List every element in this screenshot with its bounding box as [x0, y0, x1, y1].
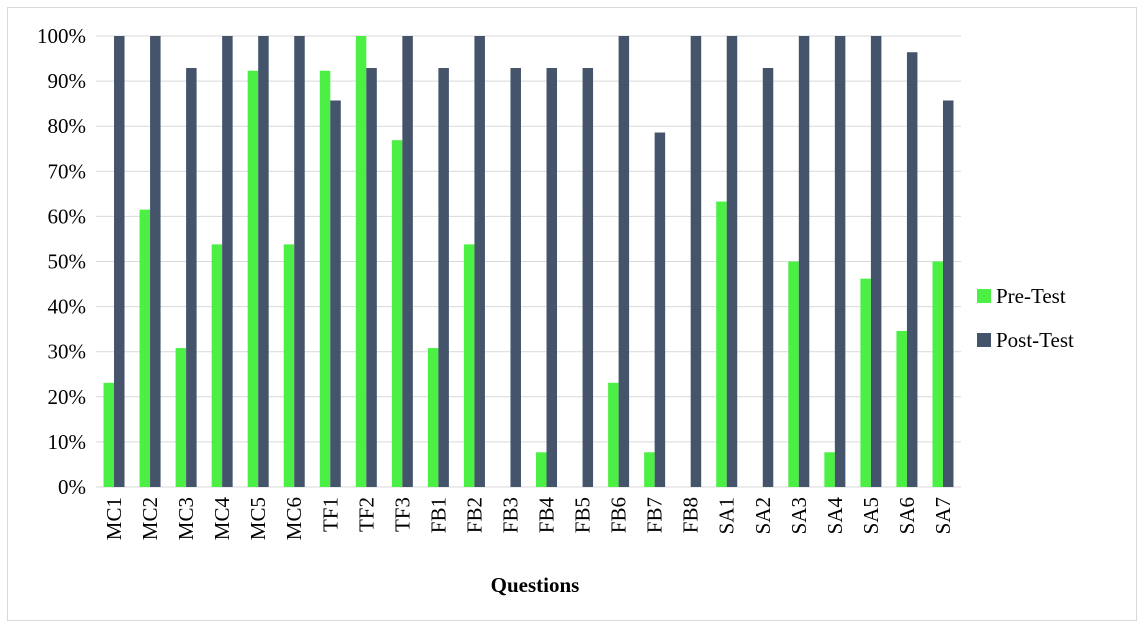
legend-label-pre-test: Pre-Test — [996, 284, 1066, 308]
post-test-bar — [942, 100, 954, 488]
post-test-bar — [222, 36, 233, 487]
post-test-bar — [834, 36, 846, 487]
legend-label-post-test: Post-Test — [996, 328, 1074, 352]
pre-test-bar — [716, 201, 727, 487]
pre-test-bar — [788, 261, 799, 487]
post-test-bar — [582, 68, 594, 487]
x-tick-label: MC2 — [138, 497, 162, 540]
x-tick-label: SA3 — [787, 497, 811, 534]
post-test-bar — [150, 36, 161, 487]
x-tick-label: MC3 — [174, 497, 198, 540]
pre-test-bar — [175, 348, 187, 487]
y-tick-label: 40% — [48, 295, 87, 319]
pre-test-bar — [932, 261, 943, 487]
pre-test-bar — [536, 452, 547, 487]
x-tick-label: FB8 — [679, 497, 703, 533]
post-test-bar — [726, 36, 738, 487]
pre-test-bar — [644, 452, 655, 487]
pre-test-bar — [139, 209, 151, 487]
bar-chart: 0% 10% 20% 30% 40% 50% 60% 70% 80% 90% 100% MC1 MC2… — [37, 24, 1074, 597]
x-tick-label: FB6 — [607, 497, 631, 533]
y-tick-label: 90% — [48, 69, 87, 93]
pre-test-bar — [391, 140, 403, 487]
x-tick-label: SA4 — [823, 497, 847, 535]
y-tick-label: 60% — [48, 204, 87, 228]
y-tick-label: 10% — [48, 430, 87, 454]
pre-test-bar — [247, 70, 259, 488]
x-tick-label: FB5 — [571, 497, 595, 533]
x-tick-label: MC4 — [210, 497, 234, 541]
x-tick-label: MC5 — [246, 497, 270, 540]
x-tick-label: SA6 — [895, 497, 919, 534]
x-tick-label: SA1 — [715, 497, 739, 534]
x-tick-label: TF2 — [354, 497, 378, 532]
x-tick-label: SA5 — [859, 497, 883, 534]
pre-test-bar — [824, 452, 835, 487]
post-test-bar — [474, 36, 485, 487]
pre-test-bar — [319, 70, 331, 488]
y-tick-label: 70% — [48, 159, 87, 183]
post-test-bar — [798, 36, 810, 487]
x-tick-label: SA7 — [931, 497, 955, 534]
y-tick-label: 20% — [48, 385, 87, 409]
post-test-bar — [762, 68, 774, 487]
post-test-bar — [114, 36, 125, 487]
gridlines — [96, 35, 961, 488]
post-test-bar — [906, 52, 918, 488]
x-tick-label: FB7 — [643, 497, 667, 533]
post-test-bar — [294, 36, 305, 487]
x-tick-label: TF1 — [318, 497, 342, 532]
post-test-bar — [654, 132, 666, 487]
post-test-bar — [402, 36, 413, 487]
y-tick-label: 100% — [37, 24, 86, 48]
post-test-bar — [258, 36, 269, 487]
pre-test-bar — [355, 36, 367, 487]
post-test-bar — [546, 68, 558, 487]
bars — [103, 36, 954, 488]
post-test-bar — [618, 36, 630, 487]
post-test-bar — [690, 36, 702, 487]
y-tick-label: 30% — [48, 340, 87, 364]
y-tick-label: 0% — [58, 475, 86, 499]
pre-test-bar — [463, 244, 475, 487]
pre-test-bar — [427, 348, 439, 487]
x-tick-label: TF3 — [390, 497, 414, 532]
x-tick-label: MC6 — [282, 497, 306, 540]
legend-swatch-post-test — [977, 333, 991, 347]
post-test-bar — [510, 68, 521, 487]
chart-frame: 0% 10% 20% 30% 40% 50% 60% 70% 80% 90% 100% MC1 MC2… — [7, 7, 1137, 621]
pre-test-bar — [860, 278, 871, 487]
x-axis-title: Questions — [491, 573, 580, 597]
post-test-bar — [366, 68, 377, 487]
post-test-bar — [438, 68, 449, 487]
pre-test-bar — [608, 382, 619, 487]
pre-test-bar — [211, 244, 223, 487]
legend-swatch-pre-test — [977, 289, 991, 303]
post-test-bar — [870, 36, 882, 487]
x-tick-label: FB3 — [498, 497, 522, 533]
x-tick-label: FB4 — [535, 497, 559, 534]
post-test-bar — [186, 68, 197, 487]
x-tick-label: FB1 — [426, 497, 450, 533]
post-test-bar — [330, 100, 341, 488]
pre-test-bar — [283, 244, 295, 487]
x-tick-label: FB2 — [462, 497, 486, 533]
legend: Pre-Test Post-Test — [977, 284, 1074, 352]
x-tick-label: MC1 — [102, 497, 126, 540]
pre-test-bar — [896, 330, 907, 487]
y-tick-label: 80% — [48, 114, 87, 138]
y-axis-ticks: 0% 10% 20% 30% 40% 50% 60% 70% 80% 90% 100% — [37, 24, 86, 499]
pre-test-bar — [103, 382, 115, 487]
y-tick-label: 50% — [48, 250, 87, 274]
x-tick-label: SA2 — [751, 497, 775, 534]
x-axis-ticks: MC1 MC2 MC3 MC4 MC5 MC6 TF1 TF2 TF3 FB1 FB2 FB3 FB4 F… — [102, 497, 955, 541]
